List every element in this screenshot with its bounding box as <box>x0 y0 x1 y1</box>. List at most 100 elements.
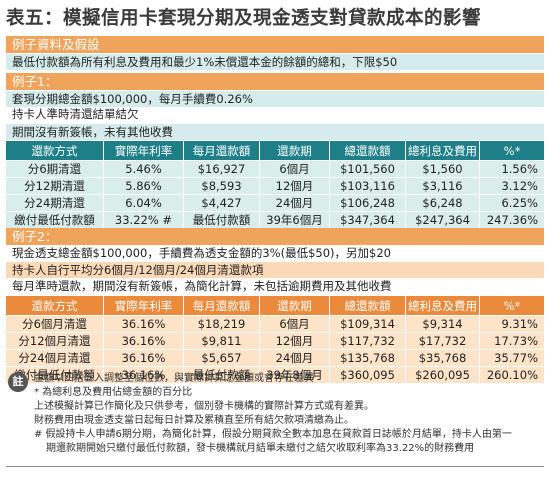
table-cell: $6,248 <box>406 194 480 211</box>
table-cell: 36.16% <box>104 349 184 366</box>
table-cell: 最低付款額 <box>184 211 260 228</box>
table-cell: $103,116 <box>330 177 406 194</box>
example2-header: 例子2： <box>6 228 544 245</box>
table-row: 分6個月清還 36.16% $18,219 6個月 $109,314 $9,31… <box>6 315 544 332</box>
table-cell: 繳付最低付款額 <box>6 366 104 383</box>
example2-line3: 每月準時還款，期間沒有新簽帳，為簡化計算，未包括逾期費用及其他收費 <box>12 279 392 293</box>
table-cell: $17,732 <box>406 332 480 349</box>
table-cell: 260.10% <box>480 366 544 383</box>
column-header: 總還款額 <box>330 296 406 315</box>
table-cell: 分12個月清還 <box>6 332 104 349</box>
table-cell: 1.56% <box>480 160 544 177</box>
column-header: %* <box>480 296 544 315</box>
note-line: 期還款期開始只繳付最低付款額，發卡機構就月結單未繳付之結欠收取利率為33.22%… <box>46 443 475 454</box>
table-header-row: 還款方式 實際年利率 每月還款額 還款期 總還款額 總利息及費用 %* <box>6 296 544 315</box>
example1-line2: 持卡人準時清還結單結欠 <box>12 107 139 121</box>
table-cell: $4,427 <box>184 194 260 211</box>
table-cell: 36.16% <box>104 315 184 332</box>
example-data-section-header: 例子資料及假設 <box>6 36 544 53</box>
table-cell: 24個月 <box>260 349 330 366</box>
table-cell: 36.16% <box>104 366 184 383</box>
note-line: 財務費用由現金透支當日起每日計算及累積直至所有結欠款項清繳為止。 <box>34 415 354 426</box>
table-cell: 12個月 <box>260 332 330 349</box>
table-row: 分12期清還 5.86% $8,593 12個月 $103,116 $3,116… <box>6 177 544 194</box>
bottom-divider <box>6 466 544 467</box>
page-title: 表五：模擬信用卡套現分期及現金透支對貸款成本的影響 <box>6 8 482 29</box>
table-cell: $109,314 <box>330 315 406 332</box>
table-cell: $1,560 <box>406 160 480 177</box>
table-cell: 分6期清還 <box>6 160 104 177</box>
column-header: 每月還款額 <box>184 296 260 315</box>
table-cell: 5.46% <box>104 160 184 177</box>
note-line: # 假設持卡人申請6期分期，為簡化計算，假設分期貸款全數本加息在貸款首日誌帳於月… <box>34 429 512 440</box>
table-cell: 33.22% # <box>104 211 184 228</box>
table-row: 分6期清還 5.46% $16,927 6個月 $101,560 $1,560 … <box>6 160 544 177</box>
table-cell: $135,768 <box>330 349 406 366</box>
table-cell: $16,927 <box>184 160 260 177</box>
table-cell: $5,657 <box>184 349 260 366</box>
example1-line1: 套現分期總金額$100,000，每月手續費0.26% <box>6 91 544 107</box>
example2-line1: 現金透支總金額$100,000，手續費為透支金額的3%(最低$50)，另加$20 <box>12 246 391 260</box>
column-header: 還款期 <box>260 141 330 160</box>
table-cell: $8,593 <box>184 177 260 194</box>
note-line: 上述模擬計算已作簡化及只供參考，個別發卡機構的實際計算方式或有差異。 <box>34 401 374 412</box>
table-cell: $9,314 <box>406 315 480 332</box>
example1-header: 例子1： <box>6 73 544 90</box>
note-line: 金額以四捨五入調整至個位數，與實際計算之金額或會存在差異 <box>34 373 314 384</box>
column-header: 總還款額 <box>330 141 406 160</box>
column-header: 每月還款額 <box>184 141 260 160</box>
table-cell: $247,364 <box>406 211 480 228</box>
table-cell: $260,095 <box>406 366 480 383</box>
table-cell: $3,116 <box>406 177 480 194</box>
table-cell: 39年6個月 <box>260 211 330 228</box>
table-cell: $117,732 <box>330 332 406 349</box>
table-cell: $18,219 <box>184 315 260 332</box>
column-header: 實際年利率 <box>104 141 184 160</box>
table-cell: 12個月 <box>260 177 330 194</box>
table-cell: 6.04% <box>104 194 184 211</box>
column-header: 總利息及費用 <box>406 141 480 160</box>
table-cell: 17.73% <box>480 332 544 349</box>
table-cell: 247.36% <box>480 211 544 228</box>
table-cell: 35.77% <box>480 349 544 366</box>
table-row: 分24個月清還 36.16% $5,657 24個月 $135,768 $35,… <box>6 349 544 366</box>
table-row: 繳付最低付款額 36.16% 最低付款額 39年8個月 $360,095 $26… <box>6 366 544 383</box>
table-cell: 24個月 <box>260 194 330 211</box>
note-line: * 為總利息及費用佔總金額的百分比 <box>34 387 193 398</box>
table-cell: $35,768 <box>406 349 480 366</box>
example1-table: 還款方式 實際年利率 每月還款額 還款期 總還款額 總利息及費用 %* 分6期清… <box>6 141 544 228</box>
column-header: 還款期 <box>260 296 330 315</box>
example2-table: 還款方式 實際年利率 每月還款額 還款期 總還款額 總利息及費用 %* 分6個月… <box>6 296 544 383</box>
table-cell: 5.86% <box>104 177 184 194</box>
column-header: %* <box>480 141 544 160</box>
column-header: 還款方式 <box>6 296 104 315</box>
example1-line3: 期間沒有新簽帳，未有其他收費 <box>6 124 544 140</box>
table-header-row: 還款方式 實際年利率 每月還款額 還款期 總還款額 總利息及費用 %* <box>6 141 544 160</box>
table-cell: 分6個月清還 <box>6 315 104 332</box>
table-cell: 3.12% <box>480 177 544 194</box>
column-header: 實際年利率 <box>104 296 184 315</box>
table-cell: 39年8個月 <box>260 366 330 383</box>
table-cell: $9,811 <box>184 332 260 349</box>
table-cell: $360,095 <box>330 366 406 383</box>
table-cell: 繳付最低付款額 <box>6 211 104 228</box>
table-cell: $101,560 <box>330 160 406 177</box>
table-cell: 分12期清還 <box>6 177 104 194</box>
column-header: 還款方式 <box>6 141 104 160</box>
table-row: 分12個月清還 36.16% $9,811 12個月 $117,732 $17,… <box>6 332 544 349</box>
table-cell: $347,364 <box>330 211 406 228</box>
table-cell: 36.16% <box>104 332 184 349</box>
min-payment-rule: 最低付款額為所有利息及費用和最少1%未償還本金的餘額的總和，下限$50 <box>6 54 544 70</box>
table-row: 分24期清還 6.04% $4,427 24個月 $106,248 $6,248… <box>6 194 544 211</box>
table-cell: 6.25% <box>480 194 544 211</box>
table-row: 繳付最低付款額 33.22% # 最低付款額 39年6個月 $347,364 $… <box>6 211 544 228</box>
column-header: 總利息及費用 <box>406 296 480 315</box>
table-cell: 分24個月清還 <box>6 349 104 366</box>
table-cell: 9.31% <box>480 315 544 332</box>
table-cell: $106,248 <box>330 194 406 211</box>
example2-line2: 持卡人自行平均分6個月/12個月/24個月清還款項 <box>6 262 544 278</box>
table-cell: 6個月 <box>260 315 330 332</box>
table-cell: 最低付款額 <box>184 366 260 383</box>
table-cell: 分24期清還 <box>6 194 104 211</box>
